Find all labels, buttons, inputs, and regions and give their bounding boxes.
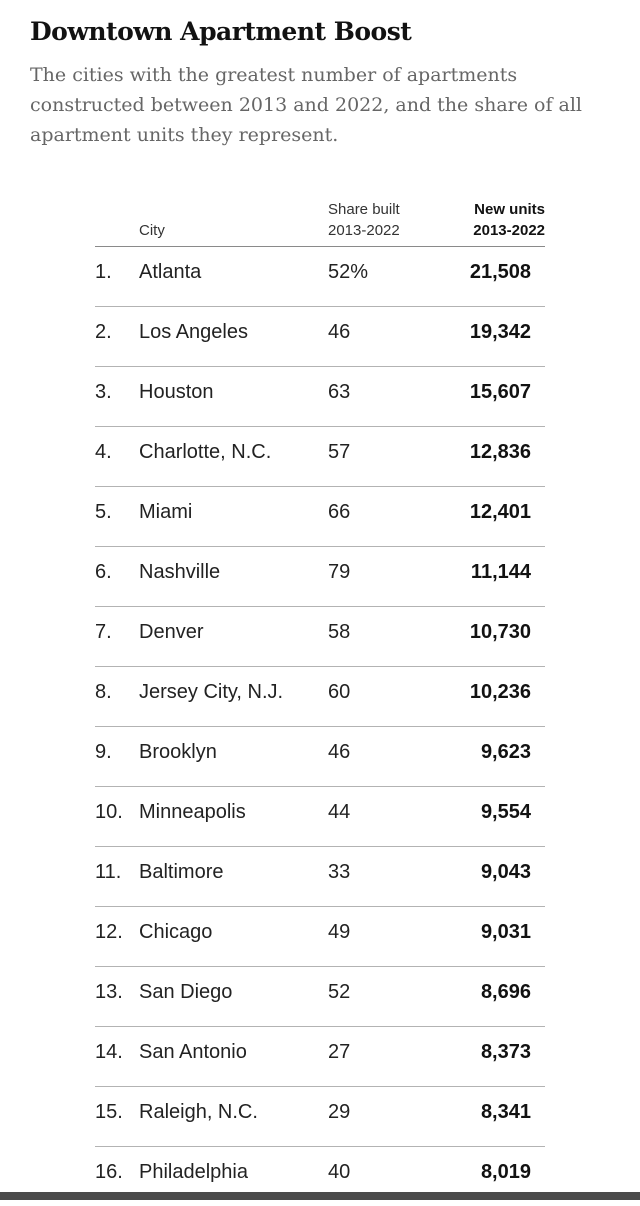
units-cell: 9,031 [480,921,531,943]
city-cell: Philadelphia [139,1161,248,1183]
city-cell: Denver [139,621,204,643]
city-cell: Nashville [139,561,221,583]
rank-cell: 11. [95,861,122,883]
table-row: 5. Miami 66 12,401 [95,487,545,547]
table-row: 8. Jersey City, N.J. 60 10,236 [95,667,545,727]
table-row: 10. Minneapolis 44 9,554 [95,787,545,847]
city-cell: Miami [139,501,193,523]
share-cell: 52% [328,261,369,283]
data-table: City Share built 2013-2022 New units 201… [95,190,545,1206]
rank-cell: 2. [95,321,112,343]
rank-cell: 1. [95,261,112,283]
bottom-scroll-bar [0,1192,640,1200]
table-row: 11. Baltimore 33 9,043 [95,847,545,907]
table-body: 1. Atlanta 52% 21,508 2. Los Angeles 46 19,342 3… [95,247,545,1206]
rank-cell: 15. [95,1101,123,1123]
rank-cell: 5. [95,501,112,523]
units-cell: 9,554 [480,801,531,823]
share-cell: 49 [328,921,351,943]
share-cell: 52 [328,981,351,1003]
city-cell: San Antonio [139,1041,247,1063]
units-cell: 8,341 [480,1101,531,1123]
units-cell: 10,236 [469,681,531,703]
share-cell: 57 [328,441,351,463]
units-cell: 8,373 [480,1041,531,1063]
rank-cell: 4. [95,441,112,463]
rank-cell: 10. [95,801,123,823]
units-cell: 9,623 [480,741,531,763]
city-cell: Chicago [139,921,213,943]
city-cell: Minneapolis [139,801,246,823]
rank-cell: 3. [95,381,112,403]
share-cell: 60 [328,681,351,703]
header-new-units-line2: 2013-2022 [473,222,545,239]
table-row: 7. Denver 58 10,730 [95,607,545,667]
city-cell: Raleigh, N.C. [139,1101,258,1123]
units-cell: 12,401 [469,501,531,523]
units-cell: 10,730 [469,621,531,643]
table-row: 16. Philadelphia 40 8,019 [95,1147,545,1206]
share-cell: 66 [328,501,351,523]
header-city: City [139,222,165,239]
units-cell: 8,696 [480,981,531,1003]
units-cell: 19,342 [469,321,531,343]
share-cell: 44 [328,801,351,823]
table-row: 14. San Antonio 27 8,373 [95,1027,545,1087]
rank-cell: 12. [95,921,123,943]
rank-cell: 6. [95,561,112,583]
header-share-built: Share built 2013-2022 [328,199,438,241]
table-row: 6. Nashville 79 11,144 [95,547,545,607]
city-cell: Los Angeles [139,321,248,343]
share-cell: 40 [328,1161,351,1183]
table-row: 15. Raleigh, N.C. 29 8,341 [95,1087,545,1147]
share-cell: 27 [328,1041,351,1063]
header-new-units-line1: New units [474,201,545,218]
table-row: 3. Houston 63 15,607 [95,367,545,427]
city-cell: Atlanta [139,261,202,283]
rank-cell: 13. [95,981,123,1003]
share-cell: 46 [328,741,351,763]
share-cell: 29 [328,1101,351,1123]
rank-cell: 9. [95,741,112,763]
header-share-built-line2: 2013-2022 [328,222,400,239]
share-cell: 58 [328,621,351,643]
units-cell: 8,019 [480,1161,531,1183]
city-cell: Baltimore [139,861,224,883]
table-row: 9. Brooklyn 46 9,623 [95,727,545,787]
rank-cell: 8. [95,681,112,703]
table-row: 2. Los Angeles 46 19,342 [95,307,545,367]
table-row: 12. Chicago 49 9,031 [95,907,545,967]
share-cell: 46 [328,321,351,343]
share-cell: 79 [328,561,351,583]
chart-title: Downtown Apartment Boost [30,17,412,46]
rank-cell: 16. [95,1161,123,1183]
table-row: 1. Atlanta 52% 21,508 [95,247,545,307]
table-row: 13. San Diego 52 8,696 [95,967,545,1027]
city-cell: San Diego [139,981,233,1003]
share-cell: 33 [328,861,351,883]
city-cell: Jersey City, N.J. [139,681,284,703]
units-cell: 11,144 [470,561,531,583]
units-cell: 9,043 [480,861,531,883]
units-cell: 21,508 [469,261,531,283]
units-cell: 15,607 [469,381,531,403]
chart-subtitle: The cities with the greatest number of a… [30,64,583,146]
city-cell: Brooklyn [139,741,217,763]
share-cell: 63 [328,381,351,403]
rank-cell: 14. [95,1041,123,1063]
header-share-built-line1: Share built [328,201,400,218]
table-row: 4. Charlotte, N.C. 57 12,836 [95,427,545,487]
rank-cell: 7. [95,621,112,643]
city-cell: Charlotte, N.C. [139,441,272,463]
units-cell: 12,836 [469,441,531,463]
header-new-units: New units 2013-2022 [435,199,545,241]
table-header: City Share built 2013-2022 New units 201… [95,190,545,247]
city-cell: Houston [139,381,214,403]
